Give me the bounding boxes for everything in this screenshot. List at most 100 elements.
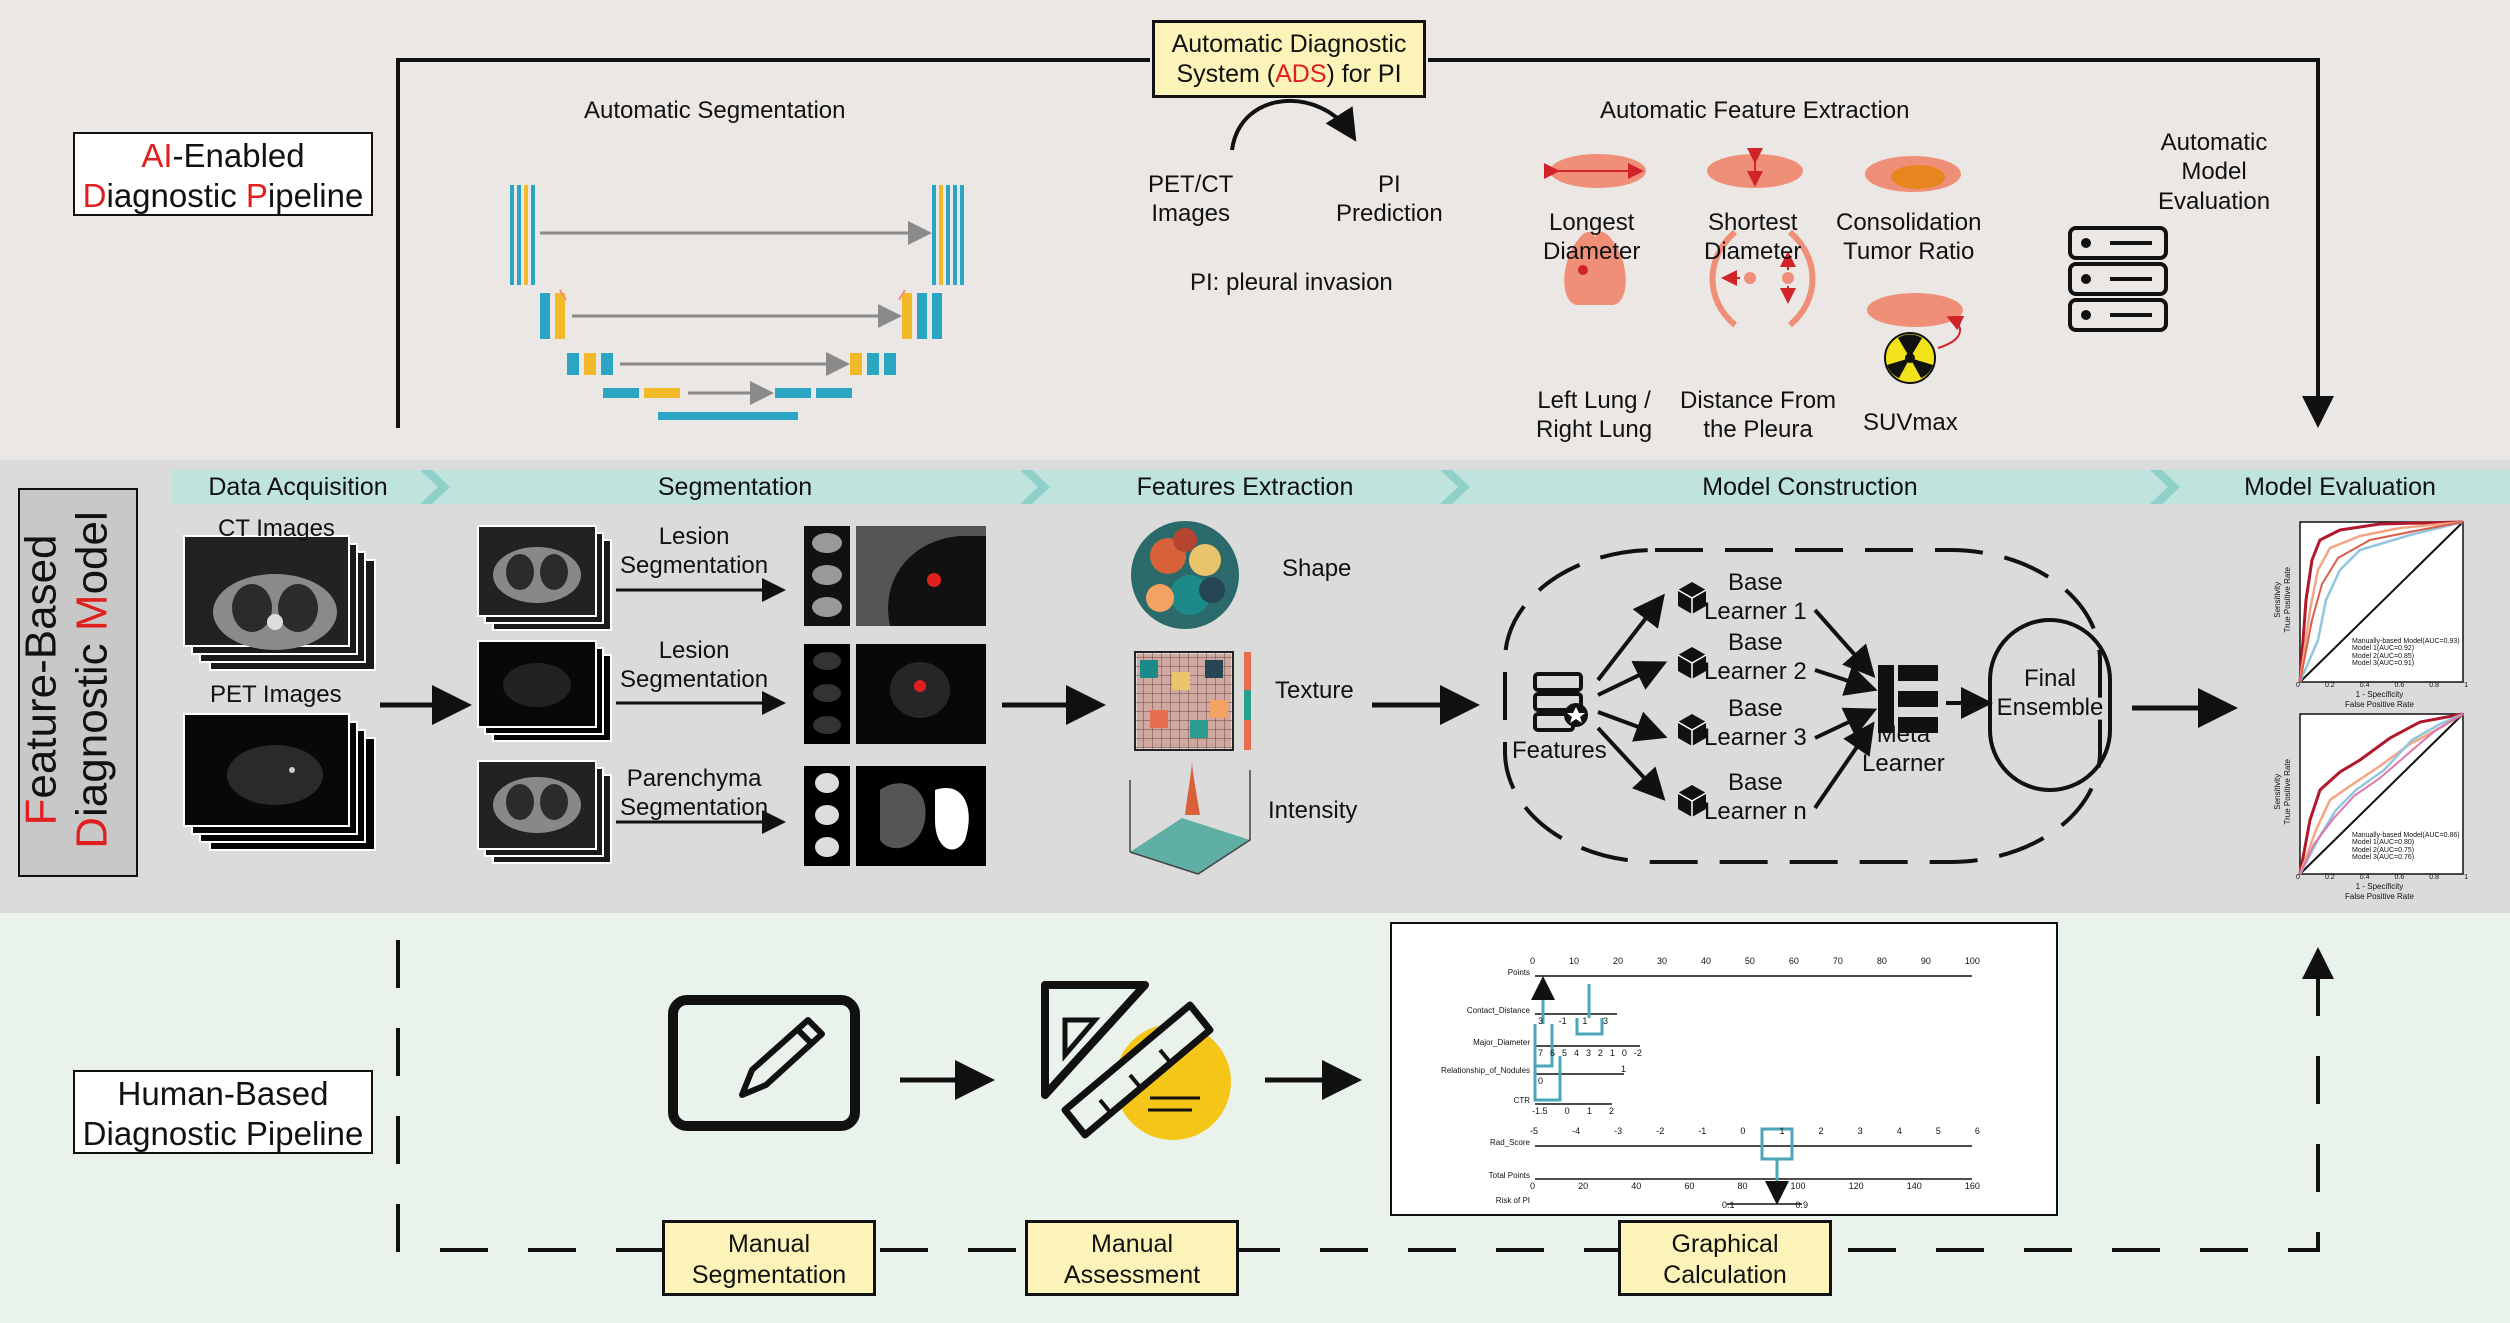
- server-icon: [2068, 226, 2168, 332]
- roc2-tick-5: 1: [2464, 874, 2468, 881]
- rd-2: -3: [1614, 1126, 1623, 1136]
- nomo-points-ticks: 0 10 20 30 40 50 60 70 80 90 100: [1530, 956, 1980, 967]
- lungs-icon: [1564, 231, 1626, 305]
- tt-0: 0: [1530, 1181, 1536, 1191]
- shape-label: Shape: [1282, 555, 1352, 582]
- roc2-legend-2: Model 2(AUC=0.75): [2352, 846, 2415, 854]
- feat1-l2: Diameter: [1543, 238, 1641, 266]
- unet-encoder-l1: [510, 185, 535, 285]
- man-seg-l1: Manual: [728, 1230, 810, 1258]
- manual-segmentation-box: Manual Segmentation: [662, 1220, 876, 1296]
- roc1-tick-2: 0.4: [2359, 682, 2370, 689]
- final-l2: Ensemble: [1996, 694, 2104, 722]
- ads-title-line2-pre: System (: [1176, 60, 1276, 88]
- roc2-tick-0: 0: [2296, 874, 2300, 881]
- ruler-triangle-icon: [1041, 981, 1231, 1140]
- fm-rest2: iagnostic: [67, 631, 116, 817]
- ads-title-box: Automatic Diagnostic System (ADS) for PI: [1152, 20, 1426, 98]
- seg1-l1: Lesion: [658, 523, 730, 550]
- seg-ct-stack: [477, 525, 612, 631]
- roc1-tick-0: 0: [2296, 682, 2300, 689]
- base-learner-1-label: Base Learner 1: [1704, 568, 1807, 627]
- seg2-l2: Segmentation: [620, 666, 769, 694]
- ct-1: -1: [1558, 1016, 1567, 1026]
- phase-data-acquisition: Data Acquisition: [208, 473, 388, 501]
- man-seg-l2: Segmentation: [691, 1260, 847, 1289]
- ai-rest3: ipeline: [267, 176, 364, 214]
- human-pipeline-connector: [396, 940, 2334, 1252]
- tt-5: 100: [1790, 1181, 1806, 1191]
- auto-feat-label: Automatic Feature Extraction: [1600, 97, 1910, 124]
- ct-image-stack: [183, 535, 376, 671]
- mj-4: 3: [1585, 1048, 1591, 1058]
- roc2-xticks: 0 0.2 0.4 0.6 0.8 1: [2296, 874, 2468, 883]
- human-pipeline-band: [0, 913, 2510, 1323]
- roc2-xlabel: 1 - Specificity False Positive Rate: [2345, 882, 2414, 902]
- intensity-icon: [1129, 760, 1251, 875]
- nomo-rad-ticks: -5 -4 -3 -2 -1 0 1 2 3 4 5 6: [1530, 1126, 1980, 1137]
- feat1-l1: Longest: [1548, 209, 1635, 236]
- texture-icon: [1134, 651, 1251, 751]
- phase-bar: [172, 470, 2510, 504]
- man-ass-l1: Manual: [1091, 1230, 1173, 1258]
- rd-3: -2: [1656, 1126, 1665, 1136]
- feature-model-title: Feature-Based Diagnostic Model: [16, 511, 117, 849]
- roc1-ylabel1: Sensitivity: [2273, 581, 2283, 618]
- roc2-tick-2: 0.4: [2359, 874, 2370, 881]
- human-line1: Human-Based: [117, 1075, 329, 1112]
- ads-acronym: ADS: [1275, 60, 1327, 88]
- bl3-l1: Base: [1728, 695, 1783, 722]
- seg1-l2: Segmentation: [620, 552, 769, 580]
- roc1-legend-2: Model 2(AUC=0.85): [2352, 652, 2415, 660]
- meta-learner-icon: [1878, 665, 1938, 733]
- roc2-legend-0: Manually-based Model(AUC=0.86): [2352, 832, 2460, 839]
- feat-suvmax-label: SUVmax: [1863, 409, 1958, 436]
- man-ass-l2: Assessment: [1063, 1260, 1201, 1289]
- feature-model-band: [0, 460, 2510, 913]
- roc2-ylabel: Sensitivity True Positive Rate: [2273, 759, 2293, 825]
- feat3-l1: Consolidation: [1836, 209, 1982, 236]
- graph-l1: Graphical: [1671, 1230, 1779, 1258]
- model-construction-frame: [1503, 548, 2102, 864]
- rd-5: 0: [1740, 1126, 1746, 1136]
- meta-l1: Meta: [1876, 721, 1931, 748]
- ai-pipeline-title: AI-Enabled Diagnostic Pipeline: [73, 132, 373, 216]
- parenchyma-result: [804, 766, 986, 866]
- roc2-tick-3: 0.6: [2394, 874, 2405, 881]
- phase-model-construction: Model Construction: [1702, 473, 1918, 501]
- pi-definition: PI: pleural invasion: [1190, 269, 1393, 296]
- bl2-l2: Learner 2: [1704, 658, 1807, 686]
- auto-seg-label: Automatic Segmentation: [584, 97, 846, 124]
- mj-8: -2: [1633, 1048, 1642, 1058]
- feat-shortest-label: Shortest Diameter: [1704, 208, 1801, 267]
- nomo-row-contact: Contact_Distance: [1466, 1006, 1530, 1015]
- rd-10: 5: [1935, 1126, 1941, 1136]
- eval-l1: Automatic: [2160, 129, 2268, 156]
- tt-6: 120: [1848, 1181, 1864, 1191]
- fm-rest1: eature-Based: [16, 534, 66, 799]
- seg-parenchyma-label: Parenchyma Segmentation: [620, 764, 768, 823]
- rd-1: -4: [1572, 1126, 1581, 1136]
- base-learner-2-label: Base Learner 2: [1704, 628, 1807, 687]
- feat5-l1: Distance From: [1680, 387, 1837, 414]
- bl3-l2: Learner 3: [1704, 724, 1807, 752]
- nomo-row-risk: Risk of PI: [1495, 1196, 1530, 1205]
- ct-2: 1: [1582, 1016, 1588, 1026]
- mj-1: 6: [1549, 1048, 1555, 1058]
- ai-letter-p: P: [245, 176, 268, 214]
- ads-title-line2-post: ) for PI: [1326, 60, 1402, 88]
- ctr-1: 0: [1564, 1106, 1570, 1116]
- roc2-legend-3: Model 3(AUC=0.76): [2352, 854, 2415, 862]
- roc1-tick-5: 1: [2464, 682, 2468, 689]
- prediction-curve-arrow: [1230, 98, 1357, 151]
- tt-3: 60: [1684, 1181, 1695, 1191]
- ct-0: 3: [1538, 1016, 1544, 1026]
- tt-2: 40: [1631, 1181, 1642, 1191]
- nomo-contact-ticks: 3 -1 1 3: [1538, 1016, 1608, 1027]
- ctr-0: -1.5: [1532, 1106, 1548, 1116]
- bln-l1: Base: [1728, 769, 1783, 796]
- nomo-ctr-ticks: -1.5 0 1 2: [1532, 1106, 1614, 1117]
- mj-7: 0: [1621, 1048, 1627, 1058]
- mj-0: 7: [1538, 1048, 1544, 1058]
